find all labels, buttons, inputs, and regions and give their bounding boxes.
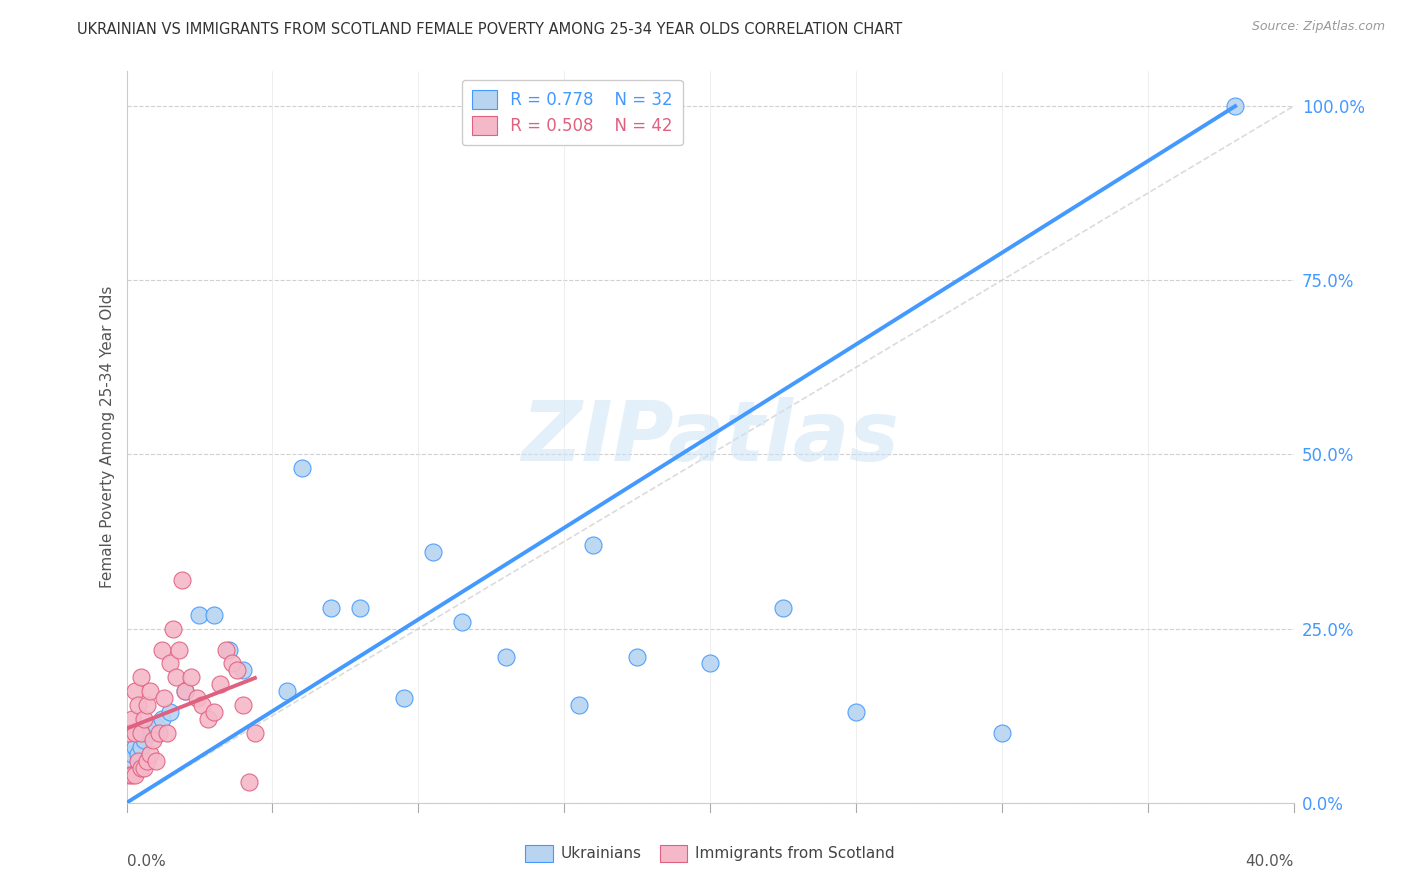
Point [139,726,162,740]
Point [699,657,721,671]
Point [232,698,254,713]
Point [290,461,312,475]
Point [226,664,249,678]
Point [127,698,149,713]
Point [127,747,149,761]
Point [121,712,143,726]
Point [167,642,190,657]
Point [319,600,342,615]
Text: 0.0%: 0.0% [127,854,166,869]
Point [170,573,193,587]
Text: ZIPatlas: ZIPatlas [522,397,898,477]
Point [124,684,146,698]
Point [422,545,444,559]
Point [159,657,181,671]
Point [136,726,159,740]
Point [772,600,794,615]
Point [132,733,155,747]
Point [159,705,181,719]
Point [165,670,187,684]
Point [349,600,371,615]
Point [124,726,146,740]
Point [186,691,208,706]
Point [148,726,170,740]
Text: Source: ZipAtlas.com: Source: ZipAtlas.com [1251,20,1385,33]
Point [221,657,243,671]
Point [162,622,184,636]
Point [129,740,152,755]
Point [582,538,605,552]
Point [197,712,219,726]
Point [156,726,179,740]
Point [136,754,159,768]
Point [124,768,146,782]
Point [129,761,152,775]
Point [142,733,165,747]
Point [392,691,415,706]
Point [188,607,211,622]
Point [118,726,141,740]
Point [218,642,240,657]
Point [136,698,159,713]
Point [145,719,167,733]
Point [202,607,225,622]
Text: 40.0%: 40.0% [1246,854,1294,869]
Y-axis label: Female Poverty Among 25-34 Year Olds: Female Poverty Among 25-34 Year Olds [100,286,115,588]
Point [276,684,298,698]
Point [845,705,868,719]
Point [215,642,238,657]
Point [139,747,162,761]
Point [180,670,202,684]
Point [139,684,162,698]
Point [121,768,143,782]
Point [129,670,152,684]
Point [132,712,155,726]
Point [238,775,260,789]
Point [568,698,591,713]
Point [129,726,152,740]
Point [232,664,254,678]
Point [451,615,474,629]
Point [174,684,197,698]
Point [174,684,197,698]
Point [121,747,143,761]
Point [150,642,173,657]
Point [118,754,141,768]
Point [145,754,167,768]
Point [990,726,1012,740]
Point [153,691,176,706]
Point [202,705,225,719]
Point [132,761,155,775]
Point [150,712,173,726]
Point [127,754,149,768]
Point [495,649,517,664]
Point [208,677,231,691]
Point [626,649,648,664]
Point [243,726,266,740]
Point [118,768,141,782]
Legend: Ukrainians, Immigrants from Scotland: Ukrainians, Immigrants from Scotland [519,838,901,868]
Point [191,698,214,713]
Point [124,740,146,755]
Point [1223,99,1246,113]
Text: UKRAINIAN VS IMMIGRANTS FROM SCOTLAND FEMALE POVERTY AMONG 25-34 YEAR OLDS CORRE: UKRAINIAN VS IMMIGRANTS FROM SCOTLAND FE… [77,22,903,37]
